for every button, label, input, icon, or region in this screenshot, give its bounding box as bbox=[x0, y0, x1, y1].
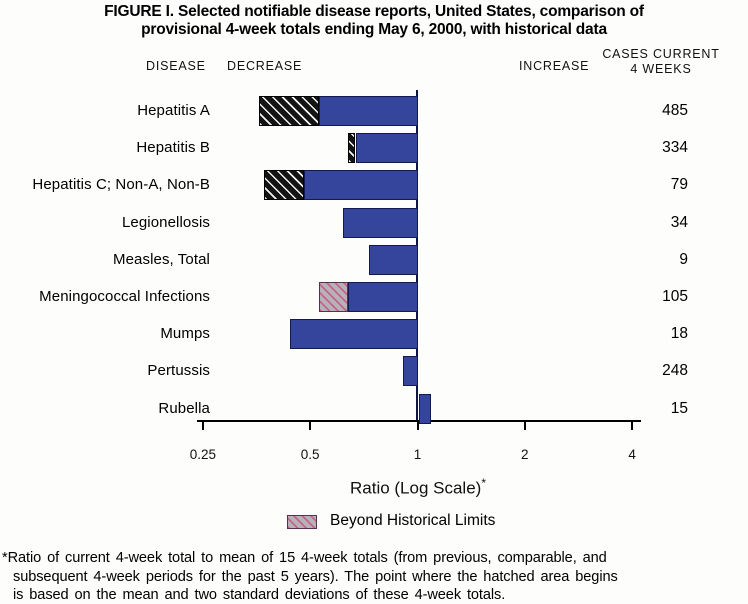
column-header-disease: DISEASE bbox=[146, 59, 206, 73]
cases-value: 34 bbox=[670, 213, 688, 231]
ratio-bar bbox=[402, 356, 419, 387]
x-axis-title-text: Ratio (Log Scale) bbox=[349, 478, 482, 498]
ratio-bar bbox=[343, 207, 419, 238]
disease-label: Hepatitis B bbox=[136, 139, 210, 157]
x-axis-tick bbox=[523, 421, 526, 430]
cases-value: 334 bbox=[662, 139, 688, 157]
x-axis-tick-label: 0.5 bbox=[300, 447, 320, 462]
x-axis-tick bbox=[201, 421, 204, 430]
column-header-cases: CASES CURRENT 4 WEEKS bbox=[598, 47, 724, 77]
cases-value: 105 bbox=[662, 288, 688, 305]
x-axis-tick-label: 2 bbox=[521, 447, 529, 462]
x-axis-title: Ratio (Log Scale)* bbox=[0, 476, 748, 499]
disease-label: Rubella bbox=[158, 399, 210, 417]
cases-value: 248 bbox=[662, 362, 688, 380]
x-axis-tick-label: 4 bbox=[628, 447, 636, 462]
cases-value: 18 bbox=[670, 325, 688, 343]
disease-label: Hepatitis C; Non-A, Non-B bbox=[32, 176, 210, 194]
column-header-cases-line2: 4 WEEKS bbox=[630, 62, 692, 76]
figure-title-line2: provisional 4-week totals ending May 6, … bbox=[141, 21, 607, 38]
ratio-bar bbox=[355, 133, 419, 164]
x-axis-tick bbox=[416, 421, 419, 430]
footnote-line1: *Ratio of current 4-week total to mean o… bbox=[2, 550, 607, 566]
beyond-limits-segment bbox=[259, 96, 320, 126]
figure-title-line1: FIGURE I. Selected notifiable disease re… bbox=[104, 3, 644, 20]
x-axis-tick-label: 1 bbox=[413, 447, 422, 462]
beyond-limits-segment bbox=[348, 133, 356, 164]
cases-value: 9 bbox=[679, 250, 688, 268]
column-header-decrease: DECREASE bbox=[227, 59, 303, 73]
footnote: *Ratio of current 4-week total to mean o… bbox=[2, 549, 747, 604]
ratio-bar bbox=[368, 244, 419, 275]
cases-value: 15 bbox=[670, 399, 688, 417]
disease-label: Hepatitis A bbox=[137, 102, 210, 119]
ratio-bar bbox=[290, 319, 419, 350]
x-axis-tick-label: 0.25 bbox=[189, 447, 217, 462]
figure-title: FIGURE I. Selected notifiable disease re… bbox=[0, 3, 748, 39]
disease-label: Mumps bbox=[160, 325, 210, 343]
ratio-bar bbox=[319, 96, 419, 126]
footnote-line3: is based on the mean and two standard de… bbox=[13, 587, 506, 603]
footnote-marker: * bbox=[481, 476, 486, 490]
x-axis-tick bbox=[631, 421, 634, 430]
disease-label: Pertussis bbox=[147, 362, 210, 380]
footnote-line2: subsequent 4-week periods for the past 5… bbox=[13, 568, 618, 585]
column-header-increase: INCREASE bbox=[519, 59, 590, 73]
legend-label: Beyond Historical Limits bbox=[330, 512, 496, 529]
cases-value: 79 bbox=[670, 176, 688, 194]
disease-label: Legionellosis bbox=[121, 213, 210, 231]
beyond-limits-segment bbox=[319, 282, 349, 312]
disease-label: Measles, Total bbox=[112, 250, 210, 268]
ratio-bar bbox=[348, 282, 419, 312]
disease-label: Meningococcal Infections bbox=[39, 288, 210, 305]
cases-value: 485 bbox=[662, 102, 688, 119]
beyond-limits-segment bbox=[263, 170, 304, 201]
column-header-cases-line1: CASES CURRENT bbox=[602, 47, 720, 61]
legend-swatch-beyond-limits bbox=[287, 515, 317, 529]
ratio-bar bbox=[303, 170, 419, 201]
x-axis-tick bbox=[309, 421, 312, 430]
ratio-bar bbox=[418, 393, 431, 424]
